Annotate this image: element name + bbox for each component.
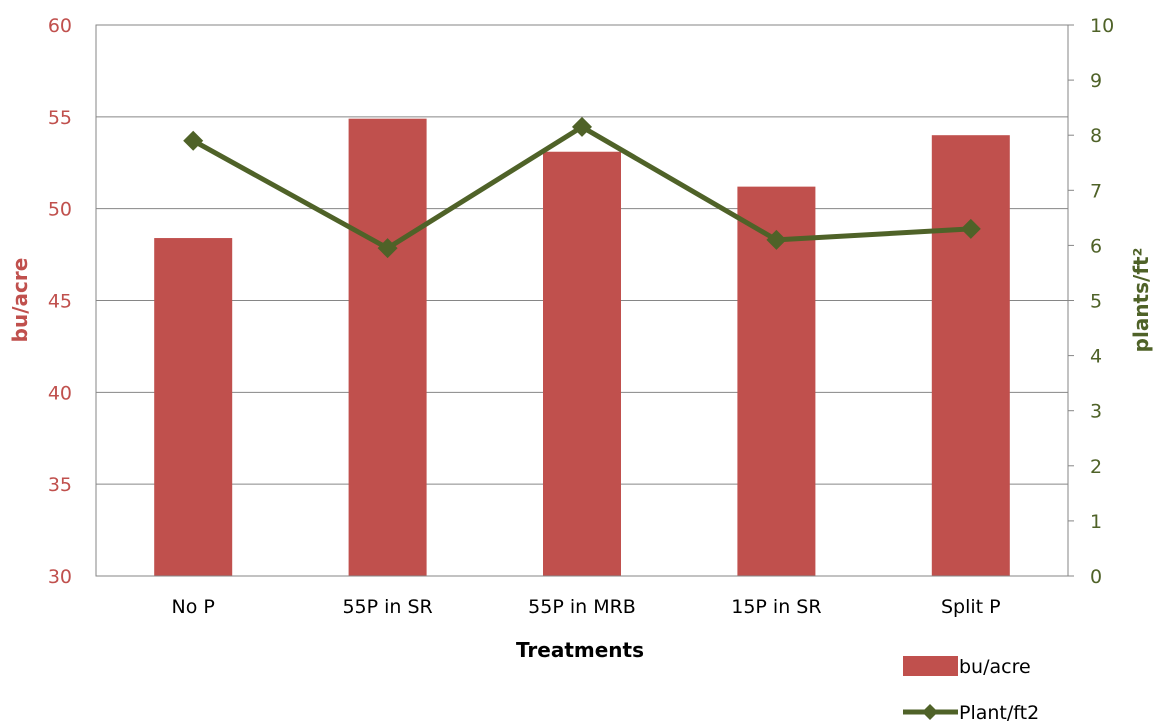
- y2-tick-label: 5: [1090, 291, 1102, 313]
- legend-label-line: Plant/ft2: [959, 702, 1039, 724]
- data-point-marker: [766, 229, 787, 250]
- bar-series: [154, 118, 1010, 577]
- y-tick-label: 40: [48, 382, 72, 404]
- y2-tick-label: 1: [1090, 511, 1102, 533]
- legend-swatch-bar: [903, 656, 958, 676]
- legend: bu/acre Plant/ft2: [903, 656, 1039, 724]
- line-series: [183, 116, 981, 259]
- left-axis-title: bu/acre: [8, 258, 32, 343]
- bar: [348, 118, 427, 577]
- x-axis-ticks: No P 55P in SR 55P in MRB 15P in SR Split P: [172, 596, 1001, 618]
- y2-tick-label: 2: [1090, 456, 1102, 478]
- left-axis-ticks: 30 35 40 45 50 55 60: [48, 15, 72, 588]
- y-tick-label: 30: [48, 566, 72, 588]
- y2-tick-label: 4: [1090, 346, 1102, 368]
- x-tick-label: Split P: [941, 596, 1001, 618]
- legend-label-bar: bu/acre: [959, 656, 1031, 678]
- x-tick-label: No P: [172, 596, 215, 618]
- y-tick-label: 55: [48, 107, 72, 129]
- y2-tick-label: 9: [1090, 70, 1102, 92]
- x-tick-label: 55P in SR: [342, 596, 432, 618]
- right-axis-ticks: 0 1 2 3 4 5 6 7 8 9 10: [1068, 15, 1114, 588]
- data-point-marker: [377, 238, 398, 259]
- bar: [737, 186, 816, 577]
- y-tick-label: 35: [48, 474, 72, 496]
- bar: [154, 238, 233, 576]
- y-tick-label: 60: [48, 15, 72, 37]
- y2-tick-label: 7: [1090, 180, 1102, 202]
- bar: [931, 135, 1010, 576]
- y-tick-label: 45: [48, 291, 72, 313]
- x-tick-label: 55P in MRB: [528, 596, 636, 618]
- x-tick-label: 15P in SR: [731, 596, 821, 618]
- data-point-marker: [960, 218, 981, 239]
- y-tick-label: 50: [48, 199, 72, 221]
- x-axis-title: Treatments: [516, 638, 644, 662]
- data-point-marker: [183, 130, 204, 151]
- right-axis-title: plants/ft²: [1129, 248, 1153, 353]
- data-point-marker: [572, 116, 592, 137]
- bar: [543, 151, 621, 577]
- legend-marker-diamond: [922, 704, 938, 720]
- y2-tick-label: 0: [1090, 566, 1102, 588]
- y2-tick-label: 6: [1090, 235, 1102, 257]
- y2-tick-label: 10: [1090, 15, 1114, 37]
- y2-tick-label: 3: [1090, 401, 1102, 423]
- y2-tick-label: 8: [1090, 125, 1102, 147]
